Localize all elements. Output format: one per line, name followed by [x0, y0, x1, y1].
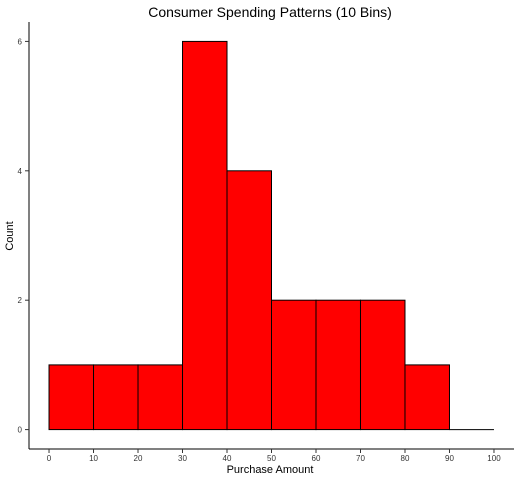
x-tick-label: 50 — [267, 454, 276, 463]
x-tick-label: 40 — [223, 454, 232, 463]
histogram-bar-7 — [359, 299, 406, 431]
histogram-bar-1 — [93, 364, 139, 431]
y-tick-label: 4 — [18, 167, 23, 176]
histogram-bar-5 — [271, 299, 317, 431]
histogram-bar-3 — [182, 40, 228, 431]
y-axis-title: Count — [4, 221, 16, 250]
x-axis-title: Purchase Amount — [227, 464, 314, 476]
x-tick-label: 70 — [356, 454, 365, 463]
x-ticks-group: 0 10 20 30 40 50 60 70 80 90 100 — [47, 449, 501, 463]
histogram-bar-2 — [137, 364, 184, 431]
histogram-bar-4 — [226, 170, 273, 431]
y-tick-label: 2 — [18, 296, 23, 305]
x-tick-label: 10 — [89, 454, 98, 463]
y-tick-label: 6 — [18, 37, 23, 46]
x-tick-label: 90 — [445, 454, 454, 463]
histogram-bar-8 — [404, 364, 450, 431]
x-tick-label: 30 — [178, 454, 187, 463]
x-tick-label: 80 — [401, 454, 410, 463]
y-tick-label: 0 — [18, 426, 23, 435]
chart-title: Consumer Spending Patterns (10 Bins) — [148, 4, 392, 20]
x-tick-label: 60 — [312, 454, 321, 463]
y-ticks-group: 0 2 4 6 — [18, 37, 29, 435]
x-tick-label: 100 — [487, 454, 501, 463]
x-tick-label: 20 — [134, 454, 143, 463]
histogram-bar-0 — [48, 364, 95, 431]
x-tick-label: 0 — [47, 454, 52, 463]
bars-group — [48, 40, 494, 431]
histogram-bar-6 — [315, 299, 361, 431]
